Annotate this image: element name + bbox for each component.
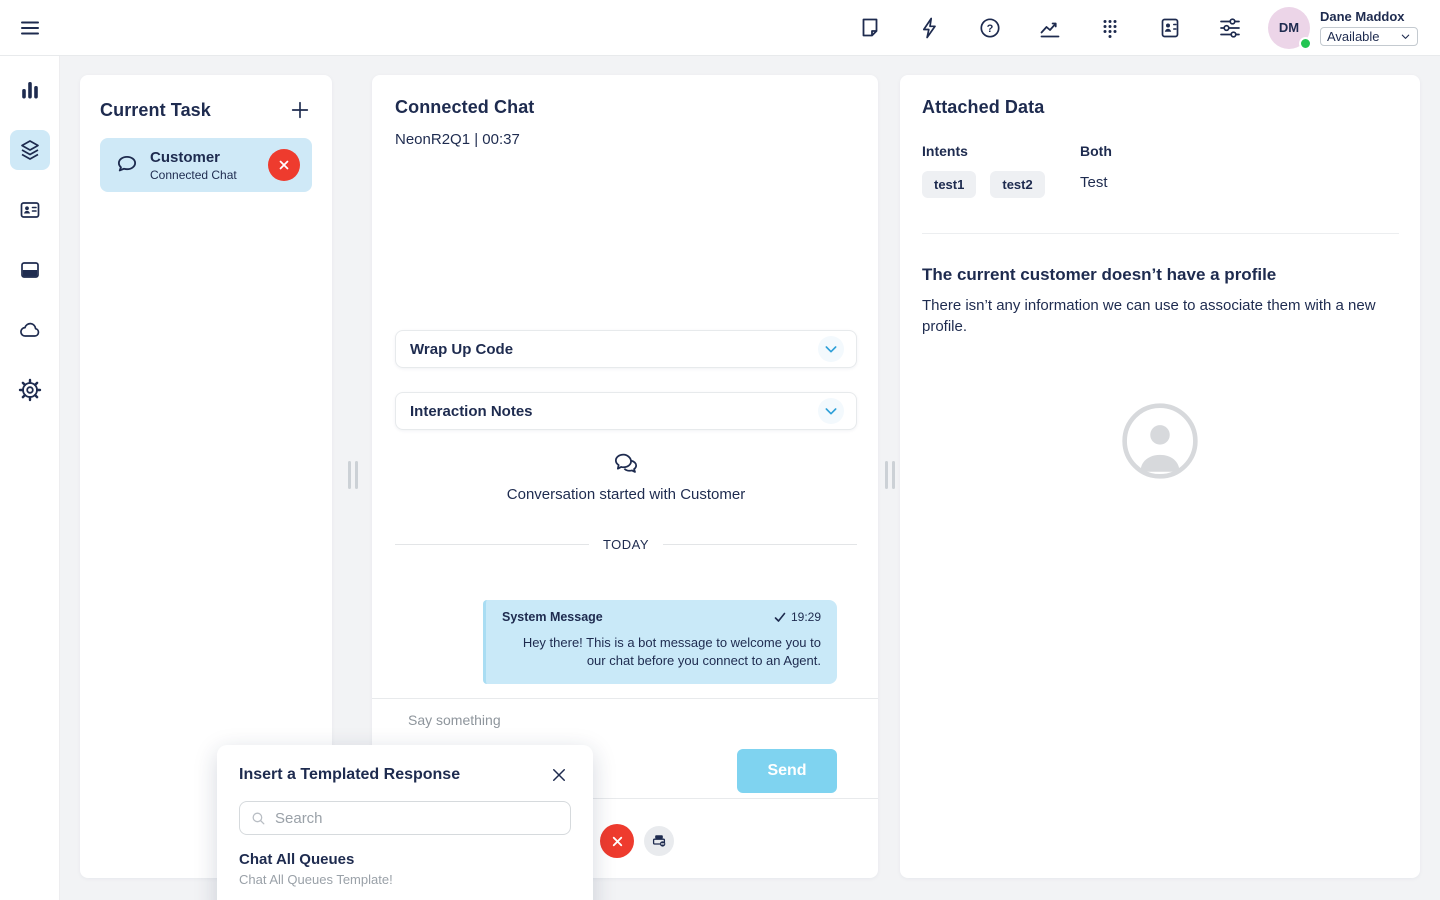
delivered-check-icon bbox=[774, 612, 786, 622]
sliders-icon[interactable] bbox=[1218, 16, 1242, 40]
popup-close-button[interactable] bbox=[547, 763, 571, 787]
templated-response-popup: Insert a Templated Response Chat All Que… bbox=[217, 745, 593, 900]
chat-panel: Connected Chat NeonR2Q1 | 00:37 Wrap Up … bbox=[372, 75, 878, 878]
print-transcript-button[interactable] bbox=[644, 826, 674, 856]
sidebar-item-settings[interactable] bbox=[10, 370, 50, 410]
svg-text:?: ? bbox=[987, 23, 994, 35]
sidebar bbox=[0, 56, 60, 900]
template-search-input[interactable] bbox=[275, 809, 560, 827]
send-button[interactable]: Send bbox=[737, 749, 837, 793]
help-icon[interactable]: ? bbox=[978, 16, 1002, 40]
sidebar-item-cloud[interactable] bbox=[10, 310, 50, 350]
popup-title: Insert a Templated Response bbox=[239, 766, 461, 783]
user-box: DM Dane Maddox Available bbox=[1268, 6, 1418, 50]
status-value: Available bbox=[1327, 29, 1380, 44]
end-chat-button[interactable] bbox=[600, 824, 634, 858]
cloud-icon bbox=[19, 322, 39, 337]
task-name: Customer bbox=[150, 148, 221, 166]
gear-icon bbox=[18, 378, 41, 402]
task-card-customer[interactable]: Customer Connected Chat bbox=[100, 138, 312, 192]
avatar[interactable]: DM bbox=[1268, 6, 1312, 50]
day-divider-label: TODAY bbox=[602, 537, 650, 552]
profile-placeholder bbox=[900, 400, 1420, 482]
dialpad-icon[interactable] bbox=[1098, 16, 1122, 40]
end-task-button[interactable] bbox=[268, 149, 300, 181]
main-area: Current Task Customer Connected Chat Con… bbox=[60, 56, 1440, 900]
chat-title: Connected Chat bbox=[395, 97, 535, 117]
no-profile-text: There isn’t any information we can use t… bbox=[922, 297, 1376, 335]
user-name: Dane Maddox bbox=[1320, 9, 1405, 24]
window-icon bbox=[20, 262, 39, 278]
panel-resize-handle[interactable] bbox=[348, 461, 358, 489]
sidebar-item-performance[interactable] bbox=[10, 70, 50, 110]
chevron-down-icon bbox=[818, 398, 844, 424]
divider bbox=[922, 233, 1399, 234]
attached-data-title: Attached Data bbox=[922, 97, 1045, 117]
status-dot bbox=[1299, 36, 1312, 50]
profile-placeholder-icon bbox=[1122, 403, 1198, 479]
template-item-subtitle: Chat All Queues Template! bbox=[239, 872, 393, 887]
template-item-title: Chat All Queues bbox=[239, 851, 355, 868]
task-subtitle: Connected Chat bbox=[150, 167, 237, 182]
contact-card-icon[interactable] bbox=[1158, 16, 1182, 40]
performance-chart-icon[interactable] bbox=[1038, 16, 1062, 40]
directory-card-icon bbox=[20, 202, 39, 218]
interaction-notes-accordion[interactable]: Interaction Notes bbox=[395, 392, 857, 430]
divider bbox=[372, 798, 878, 799]
intent-badge: test1 bbox=[922, 171, 977, 198]
system-message-bubble: System Message 19:29 Hey there! This is … bbox=[483, 600, 837, 684]
message-text: Hey there! This is a bot message to welc… bbox=[522, 635, 821, 668]
chat-bubble-icon bbox=[117, 155, 137, 172]
topbar-icon-group: ? bbox=[858, 16, 1242, 40]
avatar-initials: DM bbox=[1278, 20, 1300, 35]
notes-icon[interactable] bbox=[858, 16, 882, 40]
bar-chart-icon bbox=[21, 82, 38, 99]
current-task-title: Current Task bbox=[100, 99, 211, 120]
chevron-down-icon bbox=[818, 336, 844, 362]
message-time: 19:29 bbox=[790, 610, 821, 624]
topbar: ? bbox=[0, 0, 1440, 56]
add-task-button[interactable] bbox=[288, 98, 312, 122]
attached-data-panel: Attached Data Intents Both test1 test2 T… bbox=[900, 75, 1420, 878]
current-task-panel: Current Task Customer Connected Chat bbox=[80, 75, 332, 878]
divider bbox=[372, 698, 878, 699]
printer-icon bbox=[652, 835, 666, 847]
panel-resize-handle[interactable] bbox=[885, 461, 895, 489]
double-chat-bubbles-icon bbox=[614, 453, 638, 473]
conversation-start-text: Conversation started with Customer bbox=[506, 486, 746, 503]
close-icon bbox=[279, 160, 289, 170]
plus-icon bbox=[291, 101, 309, 119]
sidebar-item-interactions[interactable] bbox=[9, 130, 50, 170]
both-label: Both bbox=[1080, 143, 1112, 159]
conversation-start: Conversation started with Customer bbox=[395, 450, 857, 503]
search-icon bbox=[252, 812, 265, 824]
message-input[interactable] bbox=[408, 708, 828, 732]
chevron-down-icon bbox=[1401, 34, 1410, 39]
intents-label: Intents bbox=[922, 143, 968, 159]
template-item[interactable]: Chat All Queues Chat All Queues Template… bbox=[239, 851, 571, 887]
wrap-up-code-label: Wrap Up Code bbox=[410, 340, 514, 358]
interaction-notes-label: Interaction Notes bbox=[410, 402, 533, 420]
wrap-up-code-accordion[interactable]: Wrap Up Code bbox=[395, 330, 857, 368]
chat-session-info: NeonR2Q1 | 00:37 bbox=[395, 131, 520, 148]
no-profile-title: The current customer doesn’t have a prof… bbox=[922, 265, 1277, 284]
sidebar-item-directory[interactable] bbox=[10, 190, 50, 230]
both-value: Test bbox=[1080, 174, 1108, 191]
message-sender: System Message bbox=[502, 610, 603, 624]
lightning-icon[interactable] bbox=[918, 16, 942, 40]
intent-badge: test2 bbox=[990, 171, 1045, 198]
day-divider: TODAY bbox=[395, 537, 857, 552]
template-search bbox=[239, 801, 571, 835]
close-icon bbox=[553, 769, 565, 781]
status-select[interactable]: Available bbox=[1320, 27, 1418, 46]
layers-icon bbox=[20, 140, 39, 160]
hamburger-menu-icon[interactable] bbox=[8, 6, 52, 50]
close-icon bbox=[612, 836, 622, 846]
sidebar-item-apps[interactable] bbox=[10, 250, 50, 290]
